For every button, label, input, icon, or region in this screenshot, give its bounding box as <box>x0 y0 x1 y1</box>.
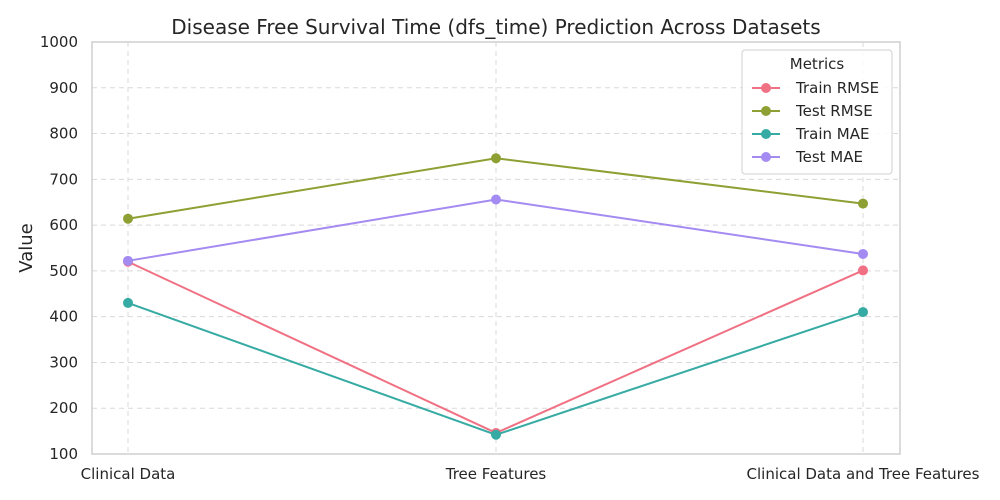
legend-item: Train MAE <box>752 125 869 143</box>
series-test-mae <box>123 194 868 266</box>
data-point <box>123 297 133 308</box>
data-point <box>123 255 133 266</box>
y-tick-label: 900 <box>49 79 78 97</box>
x-tick-label: Clinical Data <box>81 465 176 483</box>
legend-marker-icon <box>761 83 771 93</box>
legend-title: Metrics <box>790 55 845 73</box>
data-point <box>858 265 868 276</box>
plot-frame <box>91 41 901 455</box>
legend-item: Test MAE <box>752 148 863 166</box>
y-tick-label: 100 <box>49 445 78 463</box>
legend-label: Test MAE <box>795 148 863 166</box>
y-tick-label: 700 <box>49 170 78 188</box>
data-point <box>858 307 868 318</box>
y-tick-label: 600 <box>49 216 78 234</box>
legend-marker-icon <box>761 106 771 116</box>
x-tick-label: Clinical Data and Tree Features <box>747 465 980 483</box>
data-point <box>858 198 868 209</box>
data-point <box>123 213 133 224</box>
y-tick-label: 400 <box>49 308 78 326</box>
y-tick-label: 200 <box>49 399 78 417</box>
axis-layer: 100 200 300 400 500 600 700 800 900 1000 Clinical … <box>40 33 980 483</box>
y-tick-label: 300 <box>49 353 78 371</box>
data-point <box>491 194 501 205</box>
data-point <box>858 248 868 259</box>
legend: Metrics Train RMSE Test RMSE Train MAE Test… <box>741 49 893 175</box>
data-point <box>491 153 501 164</box>
legend-label: Train RMSE <box>795 79 879 97</box>
x-tick-label: Tree Features <box>445 465 547 483</box>
series-test-rmse <box>123 153 868 224</box>
y-tick-label: 800 <box>49 125 78 143</box>
y-tick-label: 500 <box>49 262 78 280</box>
legend-label: Train MAE <box>795 125 869 143</box>
grid-layer <box>92 42 900 454</box>
data-point <box>491 429 501 440</box>
y-tick-label: 1000 <box>40 33 78 51</box>
legend-item: Test RMSE <box>752 102 873 120</box>
legend-marker-icon <box>761 152 771 162</box>
legend-box <box>741 49 893 175</box>
legend-label: Test RMSE <box>795 102 873 120</box>
legend-marker-icon <box>761 129 771 139</box>
legend-item: Train RMSE <box>752 79 879 97</box>
chart-title: Disease Free Survival Time (dfs_time) Pr… <box>171 15 820 39</box>
series-layer <box>123 153 868 440</box>
y-axis-label: Value <box>16 223 37 272</box>
series-train-mae <box>123 297 868 440</box>
